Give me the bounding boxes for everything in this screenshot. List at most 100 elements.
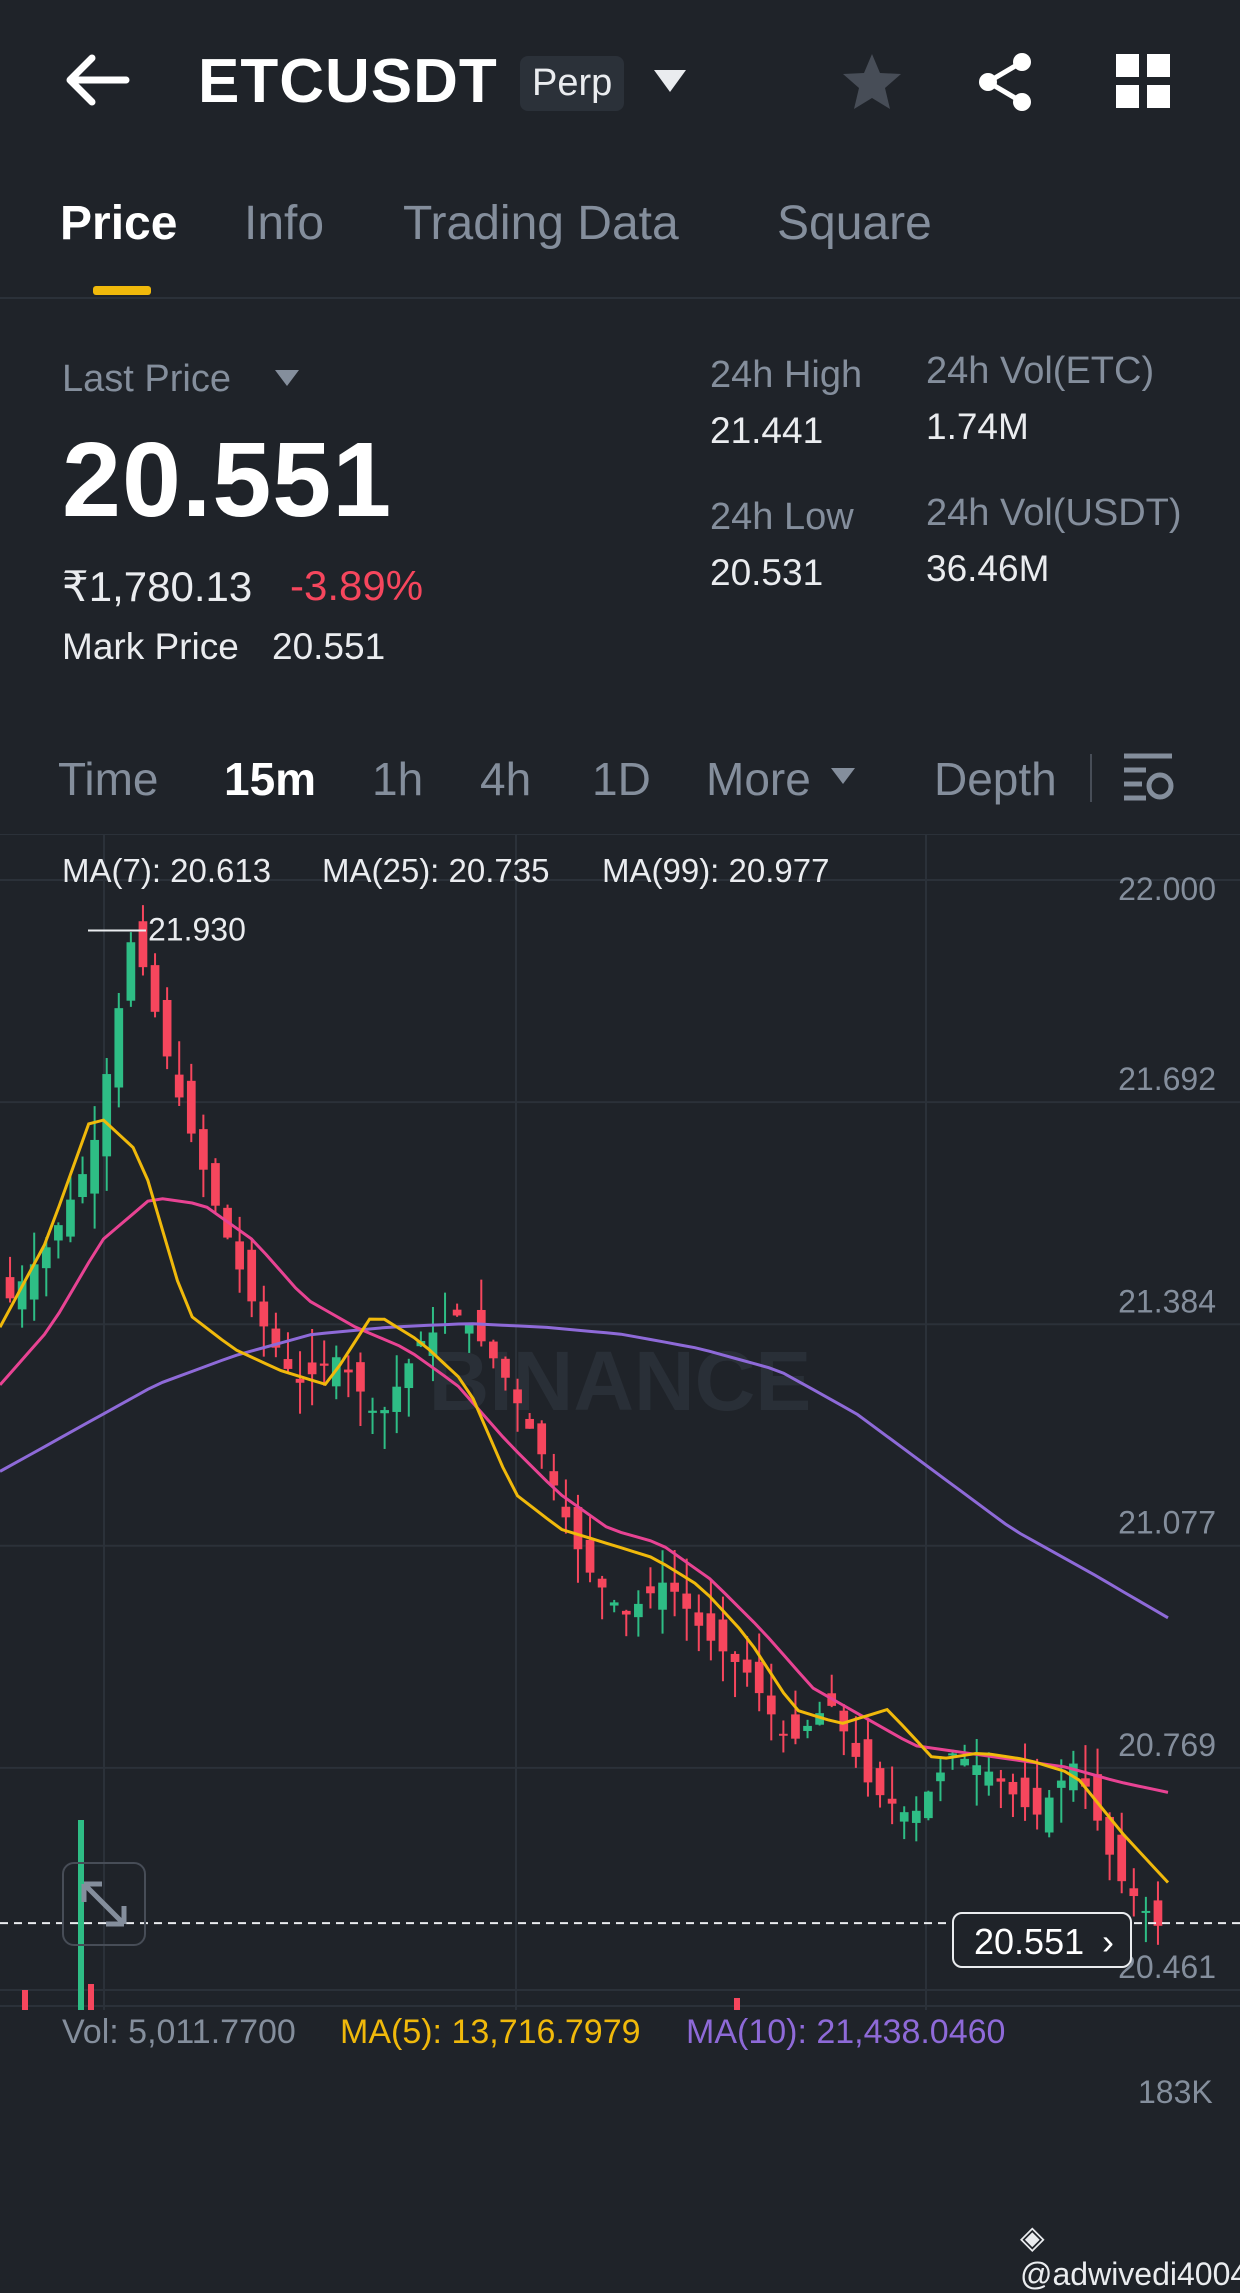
- candle-body: [549, 1471, 559, 1486]
- candle-body: [78, 1174, 87, 1198]
- interval-4h[interactable]: 4h: [480, 753, 532, 805]
- candle-body: [271, 1328, 281, 1348]
- candle-body: [972, 1765, 982, 1775]
- candle-body: [283, 1359, 293, 1369]
- candle-body: [126, 942, 136, 1001]
- current-price-value: 20.551: [974, 1921, 1085, 1962]
- ma99-label: MA(99): 20.977: [602, 852, 830, 889]
- candle-body: [319, 1363, 329, 1366]
- candle-body: [537, 1423, 547, 1455]
- candle-body: [609, 1602, 619, 1606]
- interval-more[interactable]: More: [706, 753, 811, 805]
- candle-body: [658, 1582, 667, 1610]
- arrow-left-icon[interactable]: [62, 50, 132, 110]
- chevron-down-icon[interactable]: [652, 66, 688, 96]
- tab-price[interactable]: Price: [60, 197, 178, 250]
- symbol-title[interactable]: ETCUSDT: [198, 47, 498, 116]
- volume-bar: [88, 1984, 94, 2010]
- price-change: -3.89%: [290, 562, 424, 609]
- candle-body: [428, 1332, 438, 1356]
- candle-body: [489, 1341, 498, 1359]
- kline-chart[interactable]: 22.000 21.692 21.384 21.077 20.769 20.461 BINA…: [0, 834, 1240, 2010]
- candle-body: [754, 1661, 764, 1694]
- candle-body: [295, 1378, 305, 1383]
- interval-1h[interactable]: 1h: [372, 753, 424, 805]
- candle-body: [960, 1758, 969, 1766]
- y-tick-label: 21.384: [1118, 1283, 1216, 1319]
- candle-body: [174, 1074, 184, 1098]
- star-icon[interactable]: [840, 50, 904, 114]
- watermark-username: @adwivedi4004: [1020, 2256, 1240, 2292]
- tab-trading-data[interactable]: Trading Data: [403, 197, 679, 250]
- interval-15m[interactable]: 15m: [224, 753, 317, 805]
- volume-bar: [22, 1990, 28, 2010]
- y-tick-label: 20.769: [1118, 1727, 1216, 1763]
- fullscreen-button[interactable]: [62, 1862, 146, 1946]
- grid-icon[interactable]: [1116, 54, 1170, 108]
- candle-body: [779, 1733, 788, 1736]
- candle-body: [211, 1163, 220, 1206]
- candle-body: [621, 1610, 631, 1615]
- volume-bar: [734, 1998, 740, 2010]
- interval-1d[interactable]: 1D: [592, 753, 651, 805]
- candle-body: [670, 1582, 679, 1592]
- high-value: 21.441: [710, 410, 824, 451]
- candle-body: [404, 1363, 414, 1389]
- volume-bar: [78, 1820, 84, 2010]
- candle-body: [1044, 1797, 1054, 1833]
- candle-body: [984, 1771, 994, 1786]
- candle-body: [597, 1578, 607, 1588]
- caret-down-icon[interactable]: [274, 368, 300, 388]
- tab-info[interactable]: Info: [244, 197, 325, 250]
- chevron-right-icon: ›: [1102, 1921, 1114, 1962]
- ma7-line: [0, 1118, 1170, 1884]
- candle-body: [863, 1739, 873, 1783]
- depth-tab[interactable]: Depth: [934, 753, 1057, 805]
- candle-body: [706, 1613, 716, 1641]
- interval-time[interactable]: Time: [58, 753, 159, 805]
- candle-body: [5, 1277, 15, 1299]
- candle-body: [356, 1362, 365, 1392]
- tab-square[interactable]: Square: [777, 197, 932, 250]
- candle-body: [1032, 1787, 1042, 1815]
- y-tick-label: 21.077: [1118, 1505, 1216, 1541]
- candle-body: [803, 1725, 812, 1732]
- high-label: 24h High: [710, 354, 863, 396]
- vol-etc-value: 1.74M: [926, 406, 1029, 447]
- mark-price-label: Mark Price: [62, 626, 239, 667]
- candle-body: [513, 1389, 522, 1404]
- candle-body: [887, 1798, 897, 1804]
- more-caret-icon[interactable]: [830, 766, 856, 786]
- candle-body: [1020, 1777, 1030, 1808]
- candle-body: [162, 999, 172, 1057]
- chart-settings-icon[interactable]: [1120, 752, 1176, 802]
- candle-body: [742, 1659, 752, 1673]
- current-price-tag[interactable]: 20.551 ›: [952, 1912, 1132, 1968]
- candle-body: [911, 1810, 921, 1823]
- candle-body: [936, 1772, 945, 1782]
- last-price-label[interactable]: Last Price: [62, 358, 231, 400]
- candle-body: [1105, 1816, 1114, 1855]
- low-label: 24h Low: [710, 496, 854, 538]
- share-icon[interactable]: [976, 50, 1036, 114]
- candle-body: [899, 1812, 909, 1822]
- candle-body: [54, 1225, 63, 1241]
- candle-body: [875, 1768, 885, 1796]
- vol-usdt-value: 36.46M: [926, 548, 1050, 589]
- candle-body: [948, 1753, 957, 1756]
- candle-body: [1008, 1781, 1018, 1795]
- candle-body: [791, 1714, 800, 1739]
- ma7-label: MA(7): 20.613: [62, 852, 272, 889]
- ma99-line: [0, 1322, 1169, 1620]
- header-divider: [0, 297, 1240, 299]
- candle-body: [766, 1695, 776, 1715]
- candle-body: [851, 1742, 861, 1757]
- candle-body: [924, 1791, 933, 1819]
- candle-body: [235, 1241, 244, 1270]
- candle-body: [573, 1507, 583, 1550]
- candle-body: [646, 1586, 655, 1594]
- expand-icon: [81, 1881, 127, 1927]
- candle-body: [730, 1653, 740, 1662]
- binance-logo-icon: ◈: [1020, 2219, 1045, 2255]
- y-tick-label: 22.000: [1118, 871, 1216, 907]
